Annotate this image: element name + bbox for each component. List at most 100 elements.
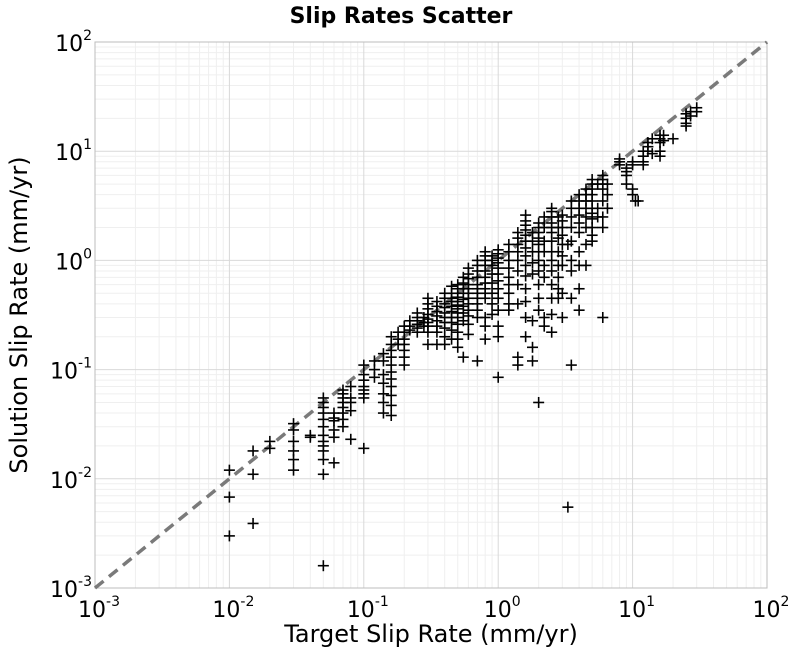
scatter-points [223, 102, 703, 572]
scatter-point [512, 265, 524, 277]
scatter-point [462, 318, 474, 330]
scatter-point [597, 211, 609, 223]
x-axis-tick-labels: 10-3 10-2 10-1 100 101 102 [78, 594, 789, 623]
scatter-point [457, 351, 469, 363]
y-tick-label: 100 [55, 246, 92, 275]
scatter-point [573, 304, 585, 316]
scatter-point [223, 464, 235, 476]
scatter-point [685, 110, 697, 122]
y-axis-tick-labels: 10-3 10-2 10-1 100 101 102 [50, 28, 92, 603]
scatter-point [565, 292, 577, 304]
scatter-point [431, 326, 443, 338]
scatter-point [247, 468, 259, 480]
scatter-point [546, 279, 558, 291]
scatter-point [377, 396, 389, 408]
scatter-point [556, 250, 568, 262]
scatter-point [479, 320, 491, 332]
scatter-point [546, 235, 558, 247]
x-tick-label: 10-1 [347, 594, 389, 623]
scatter-point [317, 560, 329, 572]
scatter-point [223, 530, 235, 542]
y-axis-label: Solution Slip Rate (mm/yr) [5, 156, 33, 473]
scatter-point [377, 355, 389, 367]
scatter-point [317, 454, 329, 466]
scatter-point [486, 287, 498, 299]
scatter-point [546, 265, 558, 277]
y-tick-label: 10-3 [50, 574, 92, 603]
scatter-point [527, 235, 539, 247]
scatter-point [247, 445, 259, 457]
scatter-point [345, 381, 357, 393]
scatter-point [288, 454, 300, 466]
scatter-point [358, 442, 370, 454]
scatter-point [398, 359, 410, 371]
scatter-point [358, 359, 370, 371]
scatter-point [565, 265, 577, 277]
scatter-point [527, 315, 539, 327]
scatter-point [601, 202, 613, 214]
scatter-point [520, 296, 532, 308]
scatter-point [345, 433, 357, 445]
scatter-point [632, 195, 644, 207]
y-tick-label: 10-1 [50, 356, 92, 385]
scatter-point [597, 195, 609, 207]
scatter-point [377, 377, 389, 389]
scatter-point [533, 279, 545, 291]
scatter-point [637, 159, 649, 171]
scatter-point [385, 389, 397, 401]
scatter-point [512, 298, 524, 310]
scatter-point [492, 283, 504, 295]
x-axis-label: Target Slip Rate (mm/yr) [283, 620, 578, 648]
scatter-point [486, 308, 498, 320]
scatter-point [667, 133, 679, 145]
scatter-point [556, 259, 568, 271]
scatter-point [492, 320, 504, 332]
scatter-point [573, 283, 585, 295]
scatter-point [627, 189, 639, 201]
scatter-point [580, 238, 592, 250]
scatter-point [533, 254, 545, 266]
scatter-point [597, 311, 609, 323]
scatter-point [533, 292, 545, 304]
scatter-point [586, 235, 598, 247]
scatter-point [492, 331, 504, 343]
scatter-point [328, 415, 340, 427]
chart-title: Slip Rates Scatter [290, 4, 513, 29]
scatter-point [288, 424, 300, 436]
scatter-point [223, 491, 235, 503]
scatter-point [328, 431, 340, 443]
scatter-point [486, 298, 498, 310]
scatter-point [654, 150, 666, 162]
scatter-point [620, 178, 632, 190]
x-tick-label: 101 [618, 594, 655, 623]
y-tick-label: 10-2 [50, 465, 92, 494]
scatter-point [573, 217, 585, 229]
scatter-point [533, 265, 545, 277]
scatter-point [580, 259, 592, 271]
scatter-point [520, 259, 532, 271]
scatter-point [520, 331, 532, 343]
scatter-point [512, 279, 524, 291]
scatter-point [520, 250, 532, 262]
scatter-point [601, 178, 613, 190]
scatter-point [304, 431, 316, 443]
scatter-point [404, 324, 416, 336]
scatter-point [546, 326, 558, 338]
scatter-point [562, 501, 574, 513]
scatter-point [601, 189, 613, 201]
scatter-point [565, 359, 577, 371]
scatter-point [462, 328, 474, 340]
scatter-point [580, 211, 592, 223]
scatter-point [385, 399, 397, 411]
scatter-point [556, 311, 568, 323]
y-tick-label: 102 [55, 28, 92, 57]
scatter-point [411, 326, 423, 338]
scatter-point [546, 308, 558, 320]
scatter-point [492, 371, 504, 383]
scatter-point [556, 287, 568, 299]
scatter-point [538, 259, 550, 271]
scatter-point [658, 135, 670, 147]
scatter-point [471, 355, 483, 367]
scatter-point [520, 311, 532, 323]
scatter-point [452, 341, 464, 353]
